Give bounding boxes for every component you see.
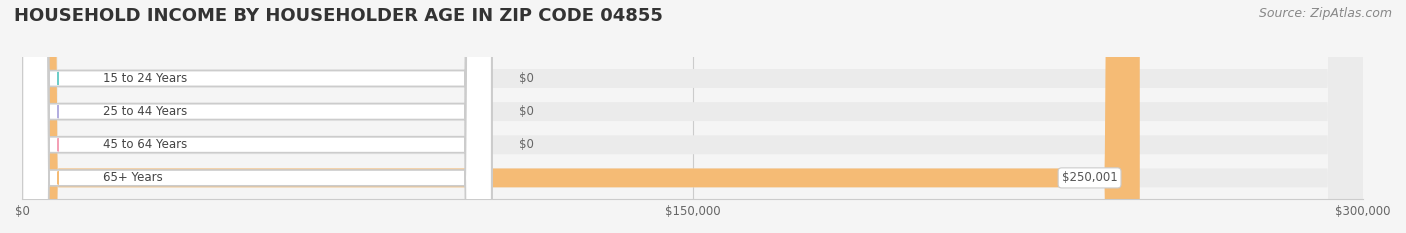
- FancyBboxPatch shape: [22, 0, 1364, 233]
- Text: 15 to 24 Years: 15 to 24 Years: [103, 72, 187, 85]
- Text: 65+ Years: 65+ Years: [103, 171, 163, 184]
- Text: $0: $0: [519, 72, 533, 85]
- Text: 25 to 44 Years: 25 to 44 Years: [103, 105, 187, 118]
- FancyBboxPatch shape: [22, 0, 1364, 233]
- Text: Source: ZipAtlas.com: Source: ZipAtlas.com: [1258, 7, 1392, 20]
- FancyBboxPatch shape: [22, 0, 1364, 233]
- Text: 45 to 64 Years: 45 to 64 Years: [103, 138, 187, 151]
- Text: $250,001: $250,001: [1062, 171, 1118, 184]
- Text: HOUSEHOLD INCOME BY HOUSEHOLDER AGE IN ZIP CODE 04855: HOUSEHOLD INCOME BY HOUSEHOLDER AGE IN Z…: [14, 7, 664, 25]
- FancyBboxPatch shape: [22, 0, 492, 233]
- FancyBboxPatch shape: [22, 0, 1364, 233]
- FancyBboxPatch shape: [22, 0, 492, 233]
- Text: $0: $0: [519, 138, 533, 151]
- Text: $0: $0: [519, 105, 533, 118]
- FancyBboxPatch shape: [22, 0, 492, 233]
- FancyBboxPatch shape: [22, 0, 1140, 233]
- FancyBboxPatch shape: [22, 0, 492, 233]
